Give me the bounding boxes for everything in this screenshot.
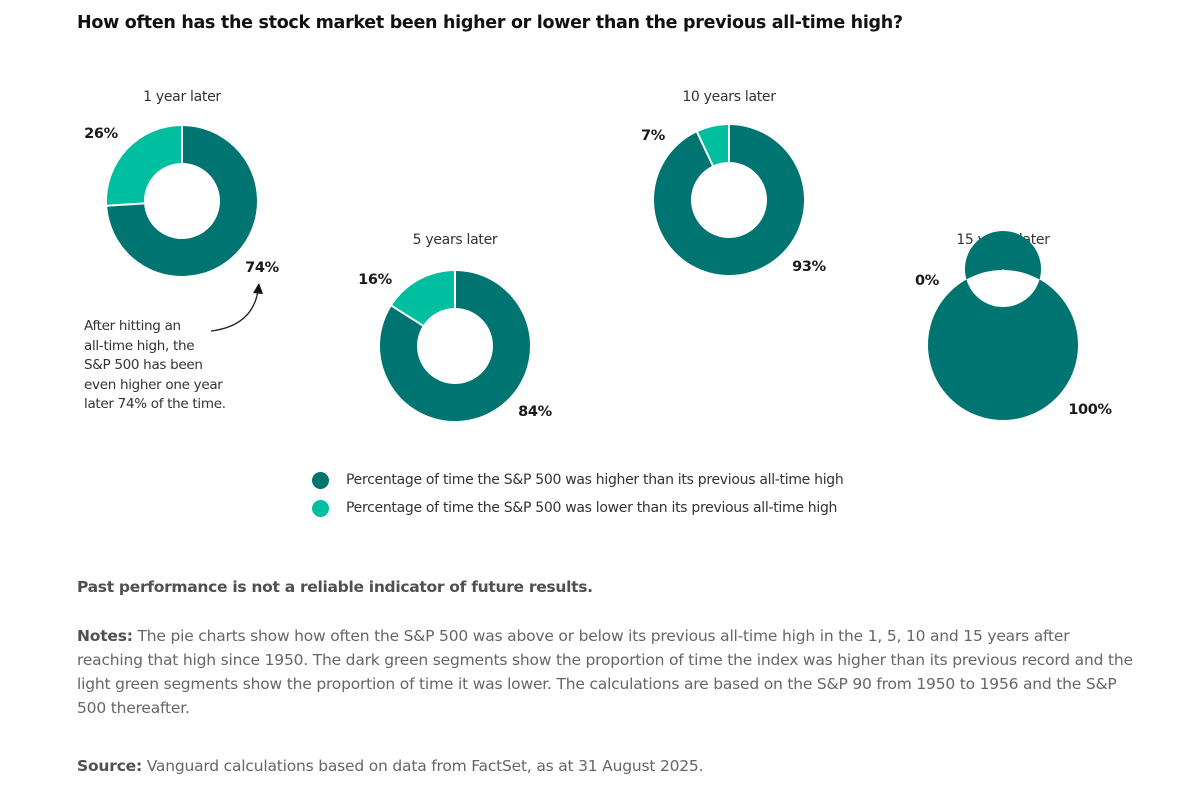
legend: Percentage of time the S&P 500 was highe… [312, 466, 844, 522]
donut-title: 1 year later [143, 89, 221, 105]
donut-label-lower: 16% [358, 272, 393, 288]
donut-segment-lower [391, 271, 455, 326]
donut-chart: 10 years later 7% 93% [641, 89, 827, 275]
annotation-arrow [210, 290, 259, 332]
legend-dot-higher-icon [312, 471, 329, 489]
donut-segment-higher [379, 271, 530, 422]
notes-text: The pie charts show how often the S&P 50… [77, 627, 1133, 717]
legend-label-lower: Percentage of time the S&P 500 was lower… [346, 500, 838, 516]
donut-label-higher: 93% [792, 259, 827, 275]
annotation-line: S&P 500 has been [84, 357, 203, 373]
annotation-text: After hitting an all-time high, the S&P … [84, 317, 259, 415]
donut-segment-higher [654, 125, 804, 275]
notes: Notes: The pie charts show how often the… [77, 624, 1137, 720]
annotation-line: After hitting an [84, 318, 181, 334]
donut-charts-area: 1 year later 26% 74% 5 years later 16% 84% 10 … [84, 89, 1113, 422]
notes-label: Notes: [77, 627, 133, 645]
legend-item-lower: Percentage of time the S&P 500 was lower… [312, 494, 843, 522]
donut-segment-higher [107, 126, 257, 276]
donut-separator [695, 131, 714, 167]
annotation-arrowhead [253, 283, 263, 294]
donuts-group: 1 year later 26% 74% 5 years later 16% 84% 10 … [84, 89, 1113, 422]
disclaimer: Past performance is not a reliable indic… [77, 578, 593, 596]
source-text: Vanguard calculations based on data from… [142, 757, 704, 775]
source-label: Source: [77, 757, 142, 775]
donut-segment-higher [927, 230, 1078, 420]
donut-label-higher: 74% [245, 260, 280, 276]
donut-label-higher: 100% [1068, 402, 1112, 418]
donut-label-lower: 26% [84, 126, 119, 142]
donut-segment-lower [697, 125, 729, 166]
donut-label-higher: 84% [518, 404, 553, 420]
donut-title: 10 years later [682, 89, 776, 105]
donut-chart: 15 years later0%100% [915, 230, 1113, 420]
donut-chart: 5 years later 16% 84% [358, 232, 553, 422]
legend-dot-lower-icon [312, 499, 329, 517]
annotation-line: even higher one year [84, 376, 223, 393]
donut-chart: 1 year later 26% 74% [84, 89, 280, 276]
donut-separator [106, 202, 145, 207]
source: Source: Vanguard calculations based on d… [77, 757, 704, 775]
donut-separator [390, 304, 424, 327]
donut-title: 5 years later [413, 232, 498, 248]
chart-title: How often has the stock market been high… [77, 13, 903, 33]
legend-item-higher: Percentage of time the S&P 500 was highe… [312, 466, 844, 494]
donut-segment-lower [107, 126, 182, 206]
donut-label-lower: 0% [915, 273, 940, 289]
annotation-line: later 74% of the time. [84, 396, 226, 412]
legend-label-higher: Percentage of time the S&P 500 was highe… [346, 472, 844, 488]
annotation-line: all-time high, the [84, 337, 195, 354]
donut-label-lower: 7% [641, 128, 666, 144]
